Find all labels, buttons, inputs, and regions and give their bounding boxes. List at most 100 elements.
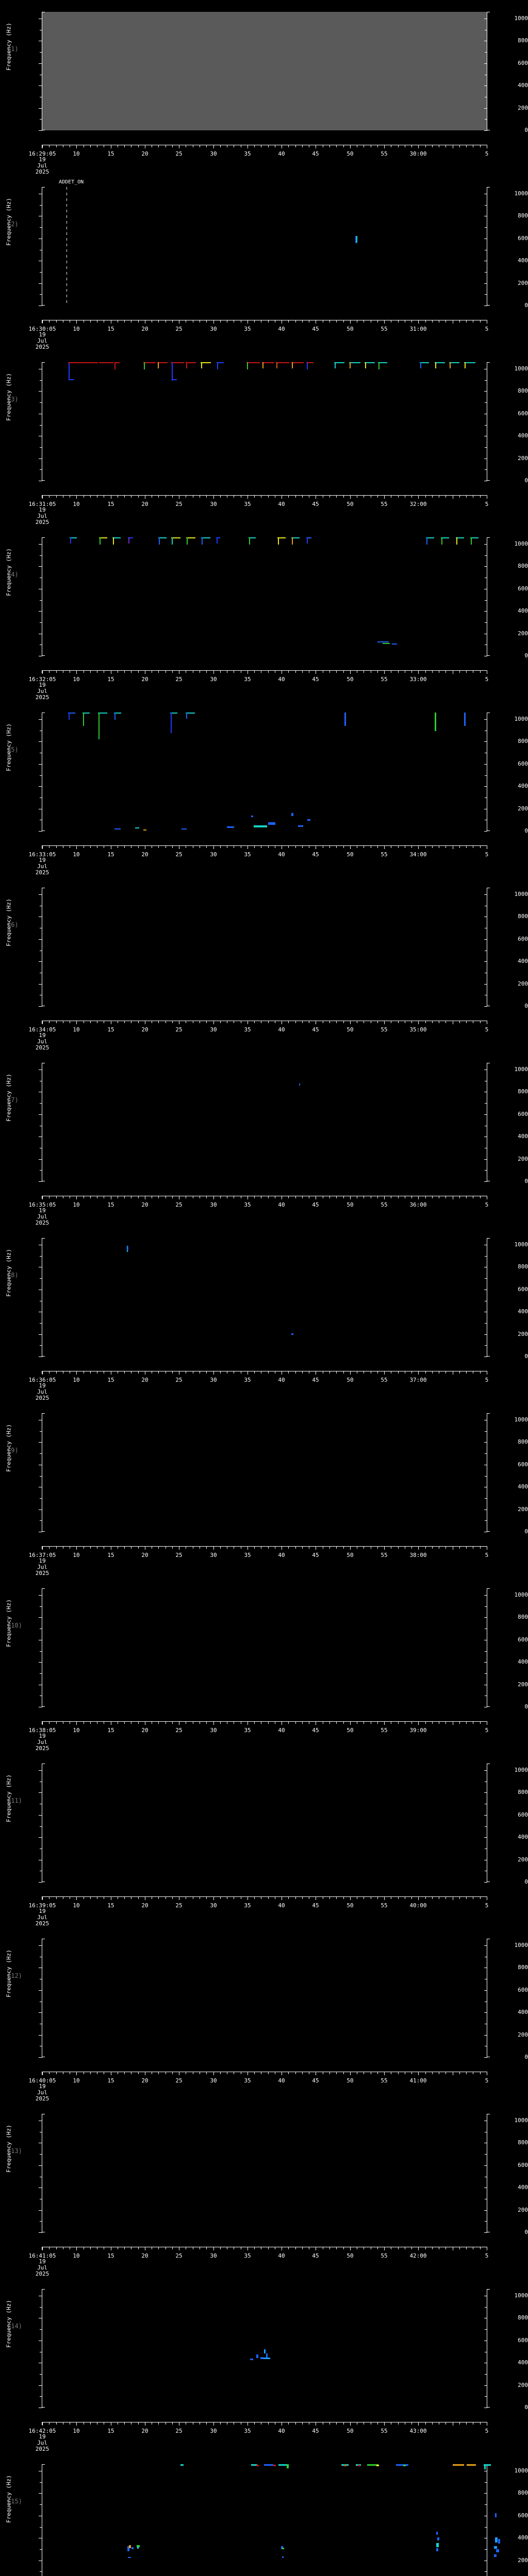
x-tick-minor [138, 496, 139, 498]
x-axis-date-year: 2025 [35, 519, 50, 526]
x-tick-minor [459, 1371, 460, 1374]
x-tick-label: 30 [210, 1377, 217, 1383]
x-tick-minor [220, 2072, 221, 2074]
x-tick-label: 10 [73, 150, 80, 157]
x-tick-minor [206, 320, 207, 323]
y-tick-label: 1000 [514, 190, 528, 197]
y-tick-minor [40, 294, 42, 295]
y-tick-major-right [484, 1334, 487, 1335]
x-tick-minor [295, 671, 296, 673]
x-tick-label: 10 [73, 1026, 80, 1033]
y-tick-label: 0 [524, 2054, 528, 2060]
x-tick-label: 10 [73, 1727, 80, 1734]
y-tick-major-right [484, 939, 487, 940]
plot-area[interactable] [42, 1063, 487, 1181]
plot-area[interactable] [42, 1764, 487, 1882]
y-tick-major-right [484, 719, 487, 720]
x-tick-minor [172, 1722, 173, 1724]
x-tick-major [76, 1196, 77, 1199]
x-tick-label: 15 [107, 2252, 114, 2259]
y-tick-label: 600 [518, 760, 528, 767]
plot-area[interactable] [42, 1238, 487, 1357]
y-tick-label: 0 [524, 477, 528, 484]
y-tick-major-right [484, 130, 487, 131]
detection-mark [383, 643, 390, 644]
x-tick-major [350, 1371, 351, 1375]
y-tick-label: 800 [518, 2139, 528, 2146]
plot-area[interactable] [42, 713, 487, 831]
x-tick-minor [268, 1196, 269, 1198]
x-tick-minor [172, 2072, 173, 2074]
x-tick-major [42, 1021, 43, 1024]
plot-area[interactable] [42, 537, 487, 656]
x-tick-minor [124, 1547, 125, 1549]
x-tick-minor [90, 1897, 91, 1899]
x-tick-label-end: 5 [485, 2428, 489, 2434]
plot-area[interactable] [42, 362, 487, 481]
y-tick-label: 400 [518, 82, 528, 89]
y-tick-major [39, 544, 42, 545]
x-tick-minor [302, 320, 303, 323]
y-tick-major [39, 2057, 42, 2058]
x-tick-label: 50 [346, 1201, 354, 1208]
x-tick-label: 55 [381, 1552, 388, 1558]
y-tick-label: 1000 [514, 716, 528, 722]
x-tick-minor [90, 1371, 91, 1374]
plot-area[interactable] [42, 2289, 487, 2408]
detection-mark [251, 2464, 257, 2466]
detection-mark [278, 2464, 288, 2466]
x-tick-minor [295, 2422, 296, 2425]
detection-mark [403, 2465, 406, 2466]
y-tick-minor [40, 1673, 42, 1674]
plot-area[interactable] [42, 187, 487, 306]
y-tick-minor [40, 2374, 42, 2375]
x-tick-minor [329, 2247, 330, 2249]
plot-area[interactable] [42, 2464, 487, 2576]
x-tick-label: 25 [175, 1552, 183, 1558]
x-tick-label: 15 [107, 326, 114, 332]
y-tick-label: 600 [518, 1987, 528, 1993]
x-tick-minor [158, 2072, 159, 2074]
plot-area[interactable] [42, 1939, 487, 2057]
x-tick-label: 45 [312, 1201, 319, 1208]
x-tick-major [418, 1547, 419, 1550]
plot-area[interactable] [42, 2114, 487, 2232]
y-tick-major [39, 1181, 42, 1182]
detection-mark [68, 362, 86, 363]
x-tick-minor [268, 145, 269, 147]
x-tick-minor [172, 2247, 173, 2249]
plot-area[interactable] [42, 888, 487, 1006]
x-tick-label-end: 5 [485, 1201, 489, 1208]
plot-area[interactable] [42, 1413, 487, 1532]
plot-area[interactable] [42, 1588, 487, 1707]
x-tick-minor [124, 1897, 125, 1899]
y-tick-minor-right [485, 227, 487, 228]
x-tick-minor [343, 2422, 344, 2425]
x-tick-minor [377, 1196, 378, 1198]
x-tick-minor [411, 846, 412, 848]
y-tick-major [39, 63, 42, 64]
detection-mark [495, 2537, 498, 2543]
x-tick-minor [295, 1722, 296, 1724]
x-tick-minor [302, 1897, 303, 1899]
x-tick-major [213, 2247, 214, 2250]
x-tick-minor [158, 496, 159, 498]
x-tick-minor [158, 1547, 159, 1549]
x-tick-minor [398, 2247, 399, 2249]
x-tick-minor [377, 846, 378, 848]
y-tick-label: 200 [518, 1331, 528, 1337]
y-tick-label: 0 [524, 652, 528, 659]
x-axis-date-month: Jul [37, 1739, 47, 1745]
axis-corner-cap [487, 187, 490, 188]
x-tick-major [384, 1722, 385, 1725]
detection-mark [349, 362, 360, 363]
plot-area[interactable] [42, 12, 487, 130]
x-tick-minor [398, 1021, 399, 1023]
x-tick-label: 55 [381, 2077, 388, 2084]
y-tick-minor-right [485, 622, 487, 623]
y-tick-label: 800 [518, 563, 528, 569]
y-tick-minor-right [485, 1323, 487, 1324]
x-tick-minor [343, 145, 344, 147]
x-tick-label: 10 [73, 1902, 80, 1909]
x-tick-minor [411, 1021, 412, 1023]
